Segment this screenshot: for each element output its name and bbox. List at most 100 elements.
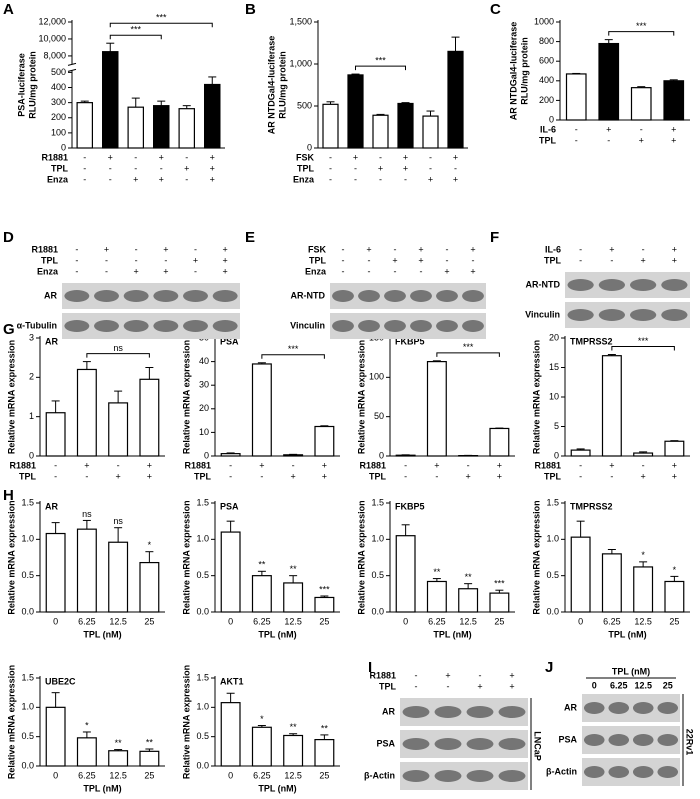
bar [422, 115, 439, 149]
significance: ns [113, 516, 123, 526]
condition-sign: - [185, 174, 188, 184]
blot-band [608, 702, 630, 714]
condition-sign: - [447, 681, 450, 691]
condition-sign: - [342, 255, 345, 265]
condition-sign: - [467, 460, 470, 470]
condition-name: TPL [369, 471, 387, 481]
condition-sign: - [135, 244, 138, 254]
bar [314, 425, 335, 457]
condition-sign: - [575, 124, 578, 134]
condition-sign: - [260, 471, 263, 481]
y-tick-label: 0 [307, 142, 312, 152]
condition-sign: + [134, 266, 139, 276]
condition-sign: - [642, 244, 645, 254]
y-tick-label: 100 [369, 372, 384, 382]
x-tick-label: 6.25 [428, 616, 446, 626]
condition-name: R1881 [41, 152, 68, 162]
blot-row-label: AR [382, 706, 395, 716]
y-tick-label: 12,000 [38, 16, 66, 26]
condition-sign: + [403, 152, 408, 162]
condition-sign: + [322, 471, 327, 481]
y-tick-label: 0.0 [196, 606, 209, 616]
condition-sign: - [404, 460, 407, 470]
y-tick-label: 1.5 [21, 497, 34, 507]
blot-strip [330, 283, 486, 309]
condition-sign: - [329, 163, 332, 173]
condition-sign: - [160, 163, 163, 173]
panel-letter: F [490, 229, 499, 246]
y-tick-label: 500 [51, 67, 66, 77]
bar [45, 412, 66, 457]
condition-sign: - [134, 152, 137, 162]
condition-sign: + [671, 135, 676, 145]
bar [251, 575, 272, 613]
blot-band [630, 279, 657, 291]
panel-letter: H [3, 487, 14, 504]
blot-band [410, 290, 432, 302]
bar [630, 87, 652, 121]
condition-sign: - [75, 266, 78, 276]
condition-sign: - [607, 135, 610, 145]
significance: *** [375, 55, 386, 65]
condition-name: IL-6 [545, 244, 561, 254]
blot-band [583, 766, 605, 778]
bar [76, 737, 97, 767]
bracket [436, 352, 500, 357]
blot-band [436, 290, 458, 302]
condition-sign: + [210, 174, 215, 184]
blot-band [153, 290, 179, 302]
significance: *** [463, 342, 474, 352]
condition-sign: + [290, 471, 295, 481]
condition-sign: + [671, 124, 676, 134]
bar [426, 580, 447, 613]
condition-name: R1881 [369, 670, 396, 680]
y-tick-label: 1.0 [196, 702, 209, 712]
x-tick-label: 0 [578, 616, 583, 626]
y-tick-label: 10 [199, 427, 209, 437]
bar [283, 734, 304, 767]
y-tick-label: 0 [554, 450, 559, 460]
condition-sign: - [404, 471, 407, 481]
blot-band [434, 706, 462, 718]
blot-band [657, 734, 679, 746]
blot-band [466, 706, 494, 718]
y-tick-label: 0 [29, 450, 34, 460]
significance: *** [638, 336, 649, 346]
y-tick-label: 200 [539, 95, 554, 105]
y-tick-label: 0.5 [21, 731, 34, 741]
blot-band [402, 738, 430, 750]
blot-band [358, 290, 380, 302]
y-tick-label: 0 [549, 114, 554, 124]
y-tick-label: 0 [61, 142, 66, 152]
panel-letter: G [3, 321, 15, 338]
condition-sign: - [379, 174, 382, 184]
blot-band [332, 290, 354, 302]
blot-band [657, 702, 679, 714]
condition-sign: + [497, 471, 502, 481]
condition-sign: - [472, 255, 475, 265]
y-axis-label: Relative mRNA expression [531, 340, 541, 454]
x-tick-label: 25 [319, 770, 329, 780]
blot-row-label: AR-NTD [526, 279, 561, 289]
condition-sign: - [610, 471, 613, 481]
y-axis-label: Relative mRNA expression [181, 500, 191, 614]
y-axis-label: Relative mRNA expression [356, 500, 366, 614]
bar [664, 580, 685, 613]
bar [372, 114, 389, 149]
y-tick-label: 3 [29, 332, 34, 342]
bar [322, 103, 339, 149]
y-axis-label: Relative mRNA expression [6, 665, 16, 779]
condition-sign: + [403, 163, 408, 173]
condition-sign: + [453, 152, 458, 162]
blot-band [410, 320, 432, 332]
blot-band [498, 738, 526, 750]
condition-sign: - [134, 163, 137, 173]
significance: *** [288, 344, 299, 354]
blot-band [183, 320, 208, 332]
blot-band [498, 706, 526, 718]
x-tick-label: 12.5 [109, 616, 127, 626]
condition-name: TPL [194, 471, 212, 481]
bar [108, 750, 129, 767]
bar [633, 452, 654, 457]
condition-sign: - [429, 152, 432, 162]
